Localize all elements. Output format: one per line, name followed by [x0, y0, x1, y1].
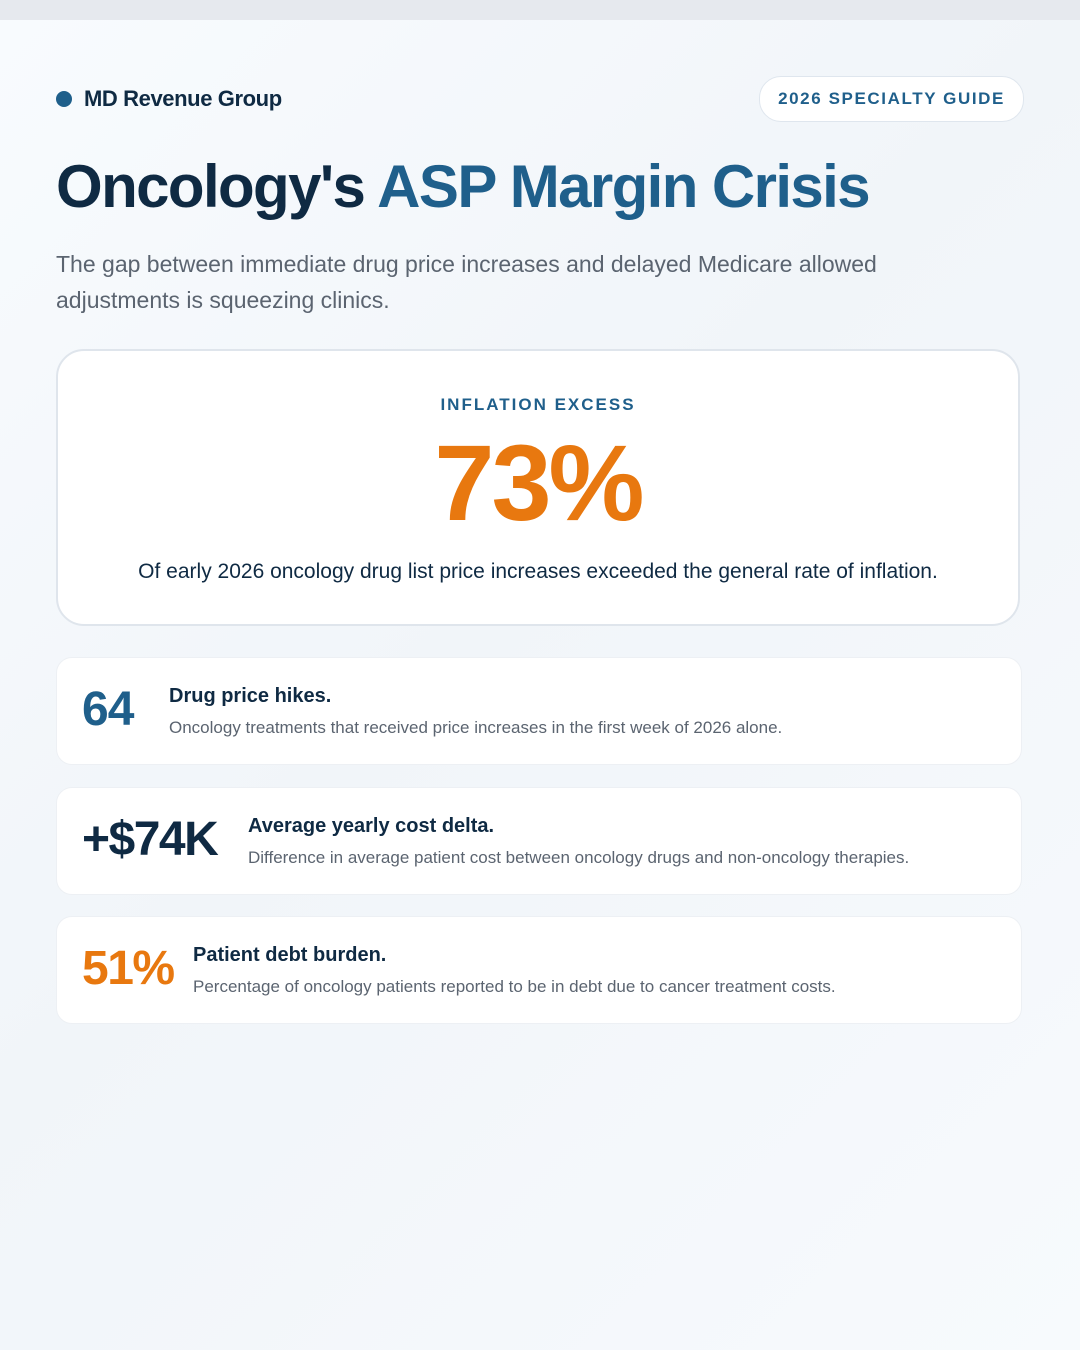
infographic-page: MD Revenue Group 2026 SPECIALTY GUIDE On…: [0, 20, 1080, 1350]
stat-card-debt-burden: 51% Patient debt burden. Percentage of o…: [56, 916, 1022, 1024]
stat-description: Percentage of oncology patients reported…: [193, 977, 836, 996]
stat-title: Patient debt burden.: [193, 944, 387, 966]
page-title: Oncology's ASP Margin Crisis: [56, 152, 871, 222]
stat-description: Difference in average patient cost betwe…: [248, 848, 910, 867]
stat-card-price-hikes: 64 Drug price hikes. Oncology treatments…: [56, 657, 1022, 765]
specialty-guide-badge: 2026 SPECIALTY GUIDE: [759, 76, 1024, 122]
hero-value: 73%: [434, 422, 644, 543]
title-part-2: ASP Margin Crisis: [377, 153, 870, 220]
stat-title: Average yearly cost delta.: [248, 815, 495, 837]
title-part-1: Oncology's: [56, 153, 366, 220]
stat-value: 64: [82, 683, 134, 736]
stat-description: Oncology treatments that received price …: [169, 718, 783, 737]
stat-value: +$74K: [82, 813, 219, 866]
hero-caption: Of early 2026 oncology drug list price i…: [138, 560, 938, 583]
page-subtitle: The gap between immediate drug price inc…: [56, 251, 877, 313]
brand-name: MD Revenue Group: [84, 86, 282, 111]
stat-title: Drug price hikes.: [169, 685, 332, 707]
brand: MD Revenue Group: [56, 86, 282, 112]
top-strip: [0, 0, 1080, 20]
brand-dot-icon: [56, 91, 72, 107]
hero-label: INFLATION EXCESS: [440, 395, 636, 414]
stat-card-cost-delta: +$74K Average yearly cost delta. Differe…: [56, 787, 1022, 895]
hero-stat-card: INFLATION EXCESS 73% Of early 2026 oncol…: [56, 349, 1020, 626]
stat-value: 51%: [82, 942, 175, 995]
